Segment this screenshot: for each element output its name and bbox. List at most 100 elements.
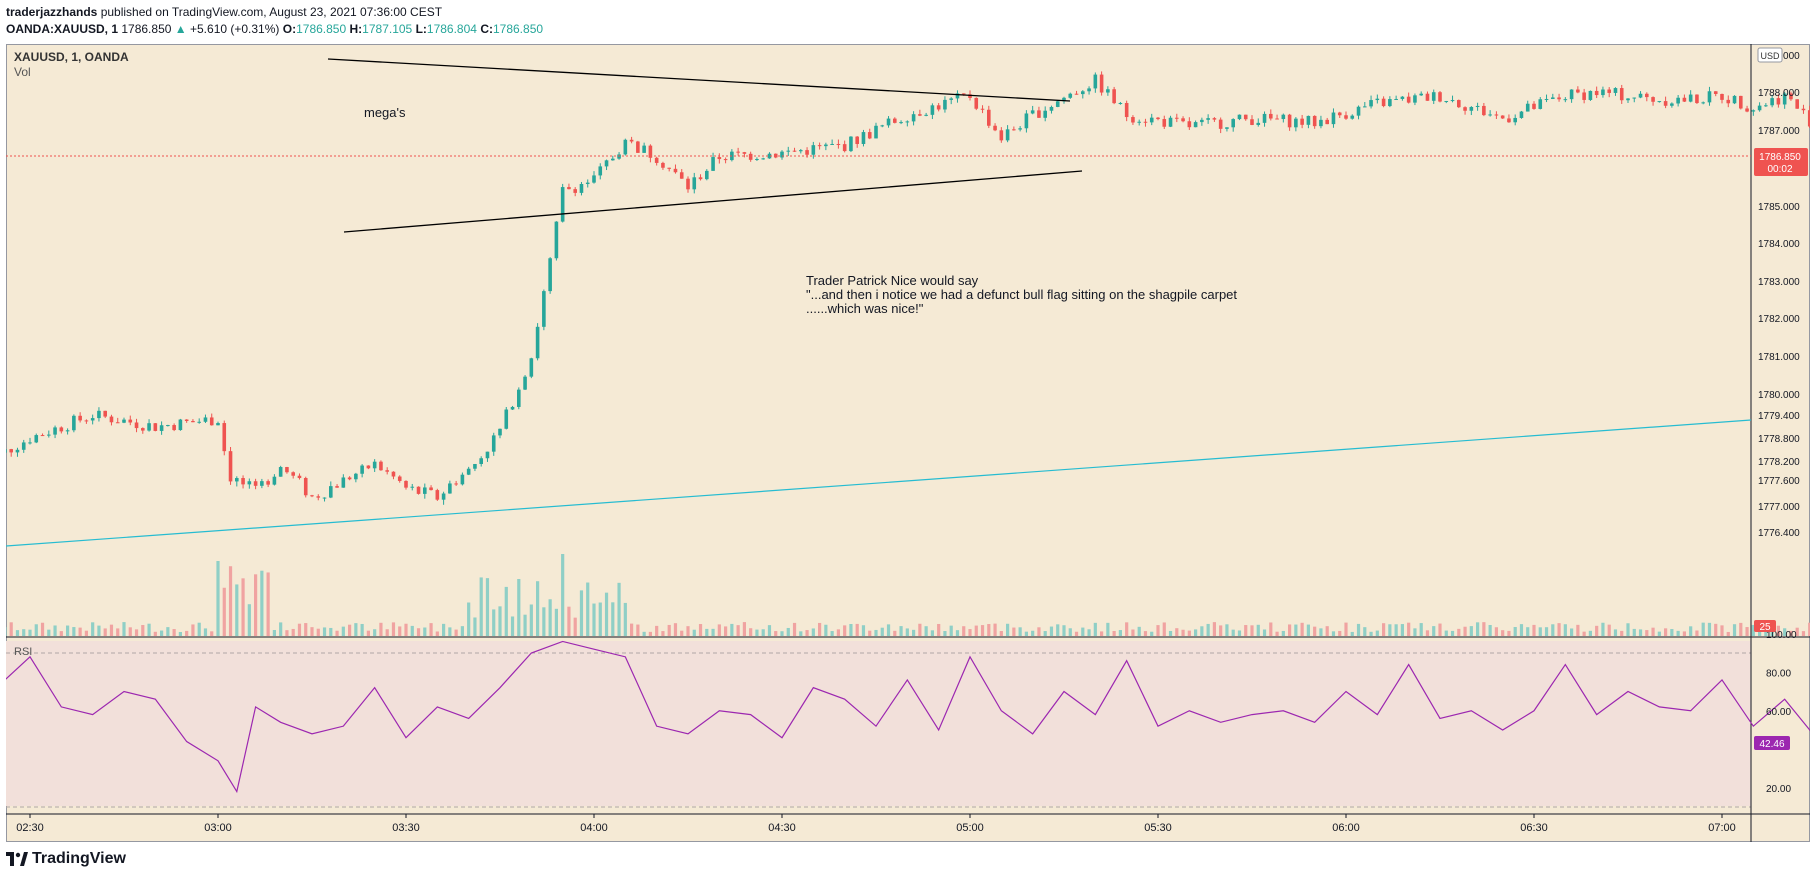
- chart-canvas[interactable]: 1776.400 1777.000 1777.600 1778.200 1778.800…: [6, 44, 1810, 842]
- volume-bar: [592, 603, 596, 636]
- candle-body: [1519, 111, 1524, 118]
- volume-bar: [467, 602, 471, 636]
- tradingview-logo[interactable]: TradingView: [6, 850, 126, 868]
- candle-body: [1500, 115, 1505, 119]
- volume-bar: [254, 574, 258, 636]
- candle-body: [918, 114, 922, 116]
- volume-bar: [485, 578, 490, 636]
- volume-bar: [116, 628, 120, 636]
- volume-bar: [40, 622, 45, 636]
- tradingview-logo-icon: [6, 852, 28, 866]
- volume-bar: [711, 628, 715, 636]
- candle-body: [1695, 94, 1699, 104]
- volume-bar: [416, 628, 421, 636]
- candle-body: [466, 468, 471, 475]
- upper-trendline[interactable]: [327, 58, 1071, 102]
- candle-body: [1651, 97, 1655, 102]
- candle-body: [723, 159, 728, 161]
- vol-label: Vol: [14, 65, 31, 79]
- candle-body: [786, 150, 791, 152]
- currency-badge[interactable]: [1757, 47, 1783, 63]
- volume-bar: [579, 590, 584, 636]
- candle-body: [141, 428, 145, 431]
- candle-body: [905, 121, 910, 123]
- candle-body: [529, 358, 534, 377]
- volume-bar: [792, 622, 797, 636]
- candle-body: [1613, 88, 1618, 93]
- candle-body: [961, 93, 966, 95]
- volume-bar: [899, 626, 903, 636]
- volume-bar: [642, 631, 646, 636]
- volume-bar: [692, 629, 696, 636]
- candle-body: [1444, 101, 1449, 103]
- volume-bar: [1168, 630, 1173, 636]
- annotation-line-3[interactable]: ......which was nice!": [806, 301, 924, 316]
- volume-bar: [1031, 630, 1035, 636]
- price-tick-label: 1777.000: [1758, 502, 1800, 513]
- candle-body: [1720, 93, 1724, 100]
- candle-body: [830, 143, 834, 145]
- volume-bar: [993, 623, 997, 636]
- volume-bar: [1112, 630, 1116, 636]
- volume-bar: [1695, 630, 1699, 636]
- volume-bar: [818, 622, 822, 636]
- candle-body: [1381, 98, 1386, 107]
- volume-bar: [1118, 630, 1122, 636]
- candle-body: [1005, 129, 1010, 141]
- candle-body: [1388, 99, 1392, 107]
- volume-bar: [918, 623, 922, 636]
- candle-body: [1713, 91, 1718, 94]
- candle-body: [128, 419, 133, 423]
- volume-bar: [1526, 627, 1530, 636]
- lower-trendline[interactable]: [343, 170, 1083, 233]
- annotation-line-2[interactable]: "...and then i notice we had a defunct b…: [806, 287, 1237, 302]
- volume-bar: [398, 626, 402, 636]
- volume-bar: [1074, 631, 1079, 636]
- annotation-line-1[interactable]: Trader Patrick Nice would say: [806, 273, 979, 288]
- volume-bar: [47, 629, 51, 636]
- candle-body: [297, 475, 302, 479]
- candle-body: [1262, 113, 1267, 123]
- candle-body: [253, 481, 258, 486]
- candle-body: [661, 162, 665, 168]
- volume-bar: [1620, 630, 1624, 636]
- volume-bar: [335, 630, 339, 636]
- candle-body: [1350, 115, 1355, 119]
- volume-bar: [228, 566, 233, 636]
- volume-bar: [1801, 631, 1806, 636]
- annotation-megas[interactable]: mega's: [364, 105, 406, 120]
- volume-bar: [1607, 624, 1611, 636]
- price-axis[interactable]: 1776.400 1777.000 1777.600 1778.200 1778.800…: [1758, 51, 1800, 539]
- volume-bar: [1450, 630, 1455, 636]
- candle-body: [1294, 118, 1298, 128]
- time-axis[interactable]: 02:30 03:00 03:30 04:00 04:30 05:00 05:30 06:00…: [16, 814, 1810, 834]
- candle-body: [1425, 93, 1430, 101]
- candle-body: [1225, 127, 1229, 129]
- candle-body: [636, 141, 640, 153]
- candle-body: [1776, 98, 1781, 105]
- candle-body: [6, 449, 7, 453]
- rsi-tag-text: 42.46: [1759, 739, 1784, 750]
- volume-bar: [147, 623, 151, 636]
- candle-body: [28, 442, 32, 444]
- candle-body: [59, 427, 64, 432]
- candle-body: [1256, 122, 1261, 125]
- candle-body: [560, 187, 565, 222]
- candle-body: [585, 182, 590, 185]
- candle-body: [648, 145, 653, 158]
- candle-body: [1181, 118, 1185, 122]
- candle-body: [1344, 115, 1348, 119]
- candle-body: [968, 94, 972, 98]
- candle-body: [573, 189, 577, 193]
- price-tick-label: 1780.000: [1758, 390, 1800, 401]
- candle-body: [1494, 114, 1499, 116]
- candle-body: [1782, 93, 1787, 105]
- cyan-trendline[interactable]: [6, 419, 1752, 547]
- volume-bar: [830, 631, 834, 636]
- candle-body: [987, 109, 991, 126]
- high-label: H:: [349, 22, 363, 36]
- volume-bar: [999, 631, 1003, 636]
- candle-body: [65, 430, 70, 432]
- candle-body: [1413, 95, 1417, 103]
- author-name[interactable]: traderjazzhands: [6, 5, 98, 19]
